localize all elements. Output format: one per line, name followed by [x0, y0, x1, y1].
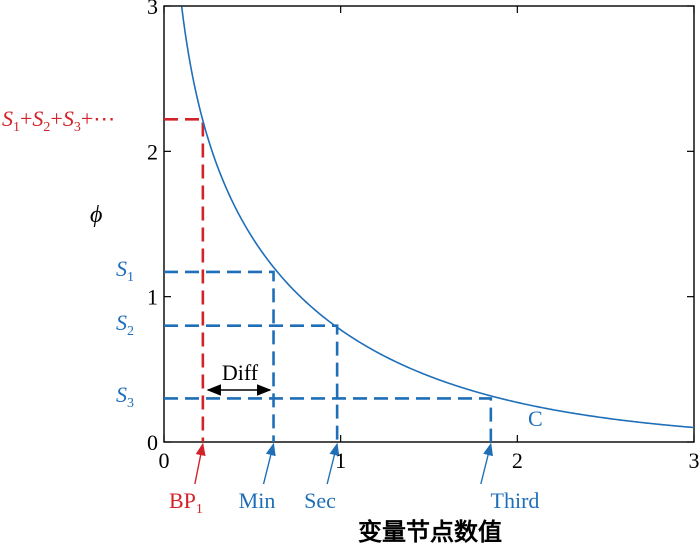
- guide-third: [164, 397, 493, 442]
- plot-frame: [163, 5, 695, 443]
- y-tick-label: 3: [147, 0, 158, 19]
- diff-label: Diff: [222, 360, 259, 385]
- bp1-label: BP1: [169, 488, 203, 517]
- curve-label: C: [528, 406, 543, 431]
- guide-lines: [164, 118, 493, 442]
- sec-label: Sec: [304, 488, 336, 513]
- y-tick-label: 0: [147, 430, 158, 455]
- x-tick-label: 3: [689, 448, 700, 473]
- sum-label: S1+S2+S3+⋯: [2, 106, 115, 135]
- guide-bp: [164, 118, 205, 442]
- label-arrow-third: [480, 442, 493, 485]
- label-arrows: [194, 442, 493, 485]
- s2-label: S2: [116, 310, 134, 339]
- x-tick-label: 1: [335, 448, 346, 473]
- axis-ticks: [163, 5, 695, 443]
- guide-sec: [164, 324, 339, 442]
- curve-series: [180, 6, 695, 429]
- label-arrow-min: [262, 442, 276, 485]
- x-tick-label: 0: [159, 448, 170, 473]
- phi-curve-line: [180, 6, 695, 429]
- min-label: Min: [239, 488, 276, 513]
- x-axis-title: 变量节点数值: [358, 518, 502, 546]
- y-axis-title: ϕ: [90, 202, 102, 228]
- s1-label: S1: [116, 256, 134, 285]
- s3-label: S3: [116, 382, 134, 411]
- y-tick-label: 1: [147, 285, 158, 310]
- third-label: Third: [491, 488, 540, 513]
- y-tick-label: 2: [147, 139, 158, 164]
- label-arrow-bp: [194, 442, 206, 485]
- x-tick-label: 2: [512, 448, 523, 473]
- label-arrow-sec: [326, 442, 340, 485]
- guide-min: [164, 270, 275, 442]
